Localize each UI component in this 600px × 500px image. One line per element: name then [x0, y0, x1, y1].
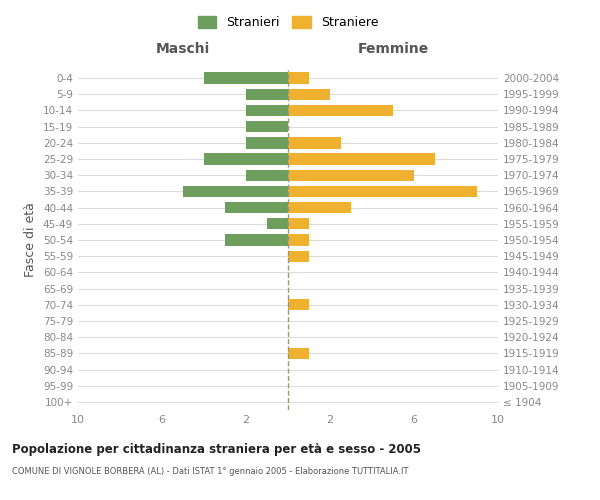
Bar [288, 218, 309, 230]
Bar [246, 121, 288, 132]
Bar [246, 170, 288, 181]
Bar [267, 218, 288, 230]
Legend: Stranieri, Straniere: Stranieri, Straniere [193, 11, 383, 34]
Bar [246, 105, 288, 116]
Bar [288, 72, 309, 84]
Bar [246, 137, 288, 148]
Bar [204, 72, 288, 84]
Text: Femmine: Femmine [358, 42, 428, 56]
Bar [288, 154, 435, 164]
Bar [204, 154, 288, 164]
Bar [288, 234, 309, 246]
Bar [288, 105, 393, 116]
Bar [288, 299, 309, 310]
Y-axis label: Fasce di età: Fasce di età [25, 202, 37, 278]
Bar [288, 137, 341, 148]
Bar [183, 186, 288, 197]
Bar [288, 186, 477, 197]
Text: COMUNE DI VIGNOLE BORBERA (AL) - Dati ISTAT 1° gennaio 2005 - Elaborazione TUTTI: COMUNE DI VIGNOLE BORBERA (AL) - Dati IS… [12, 468, 409, 476]
Bar [246, 88, 288, 100]
Bar [288, 170, 414, 181]
Bar [288, 348, 309, 359]
Bar [288, 250, 309, 262]
Text: Maschi: Maschi [156, 42, 210, 56]
Bar [225, 202, 288, 213]
Bar [288, 88, 330, 100]
Bar [225, 234, 288, 246]
Bar [288, 202, 351, 213]
Text: Popolazione per cittadinanza straniera per età e sesso - 2005: Popolazione per cittadinanza straniera p… [12, 442, 421, 456]
